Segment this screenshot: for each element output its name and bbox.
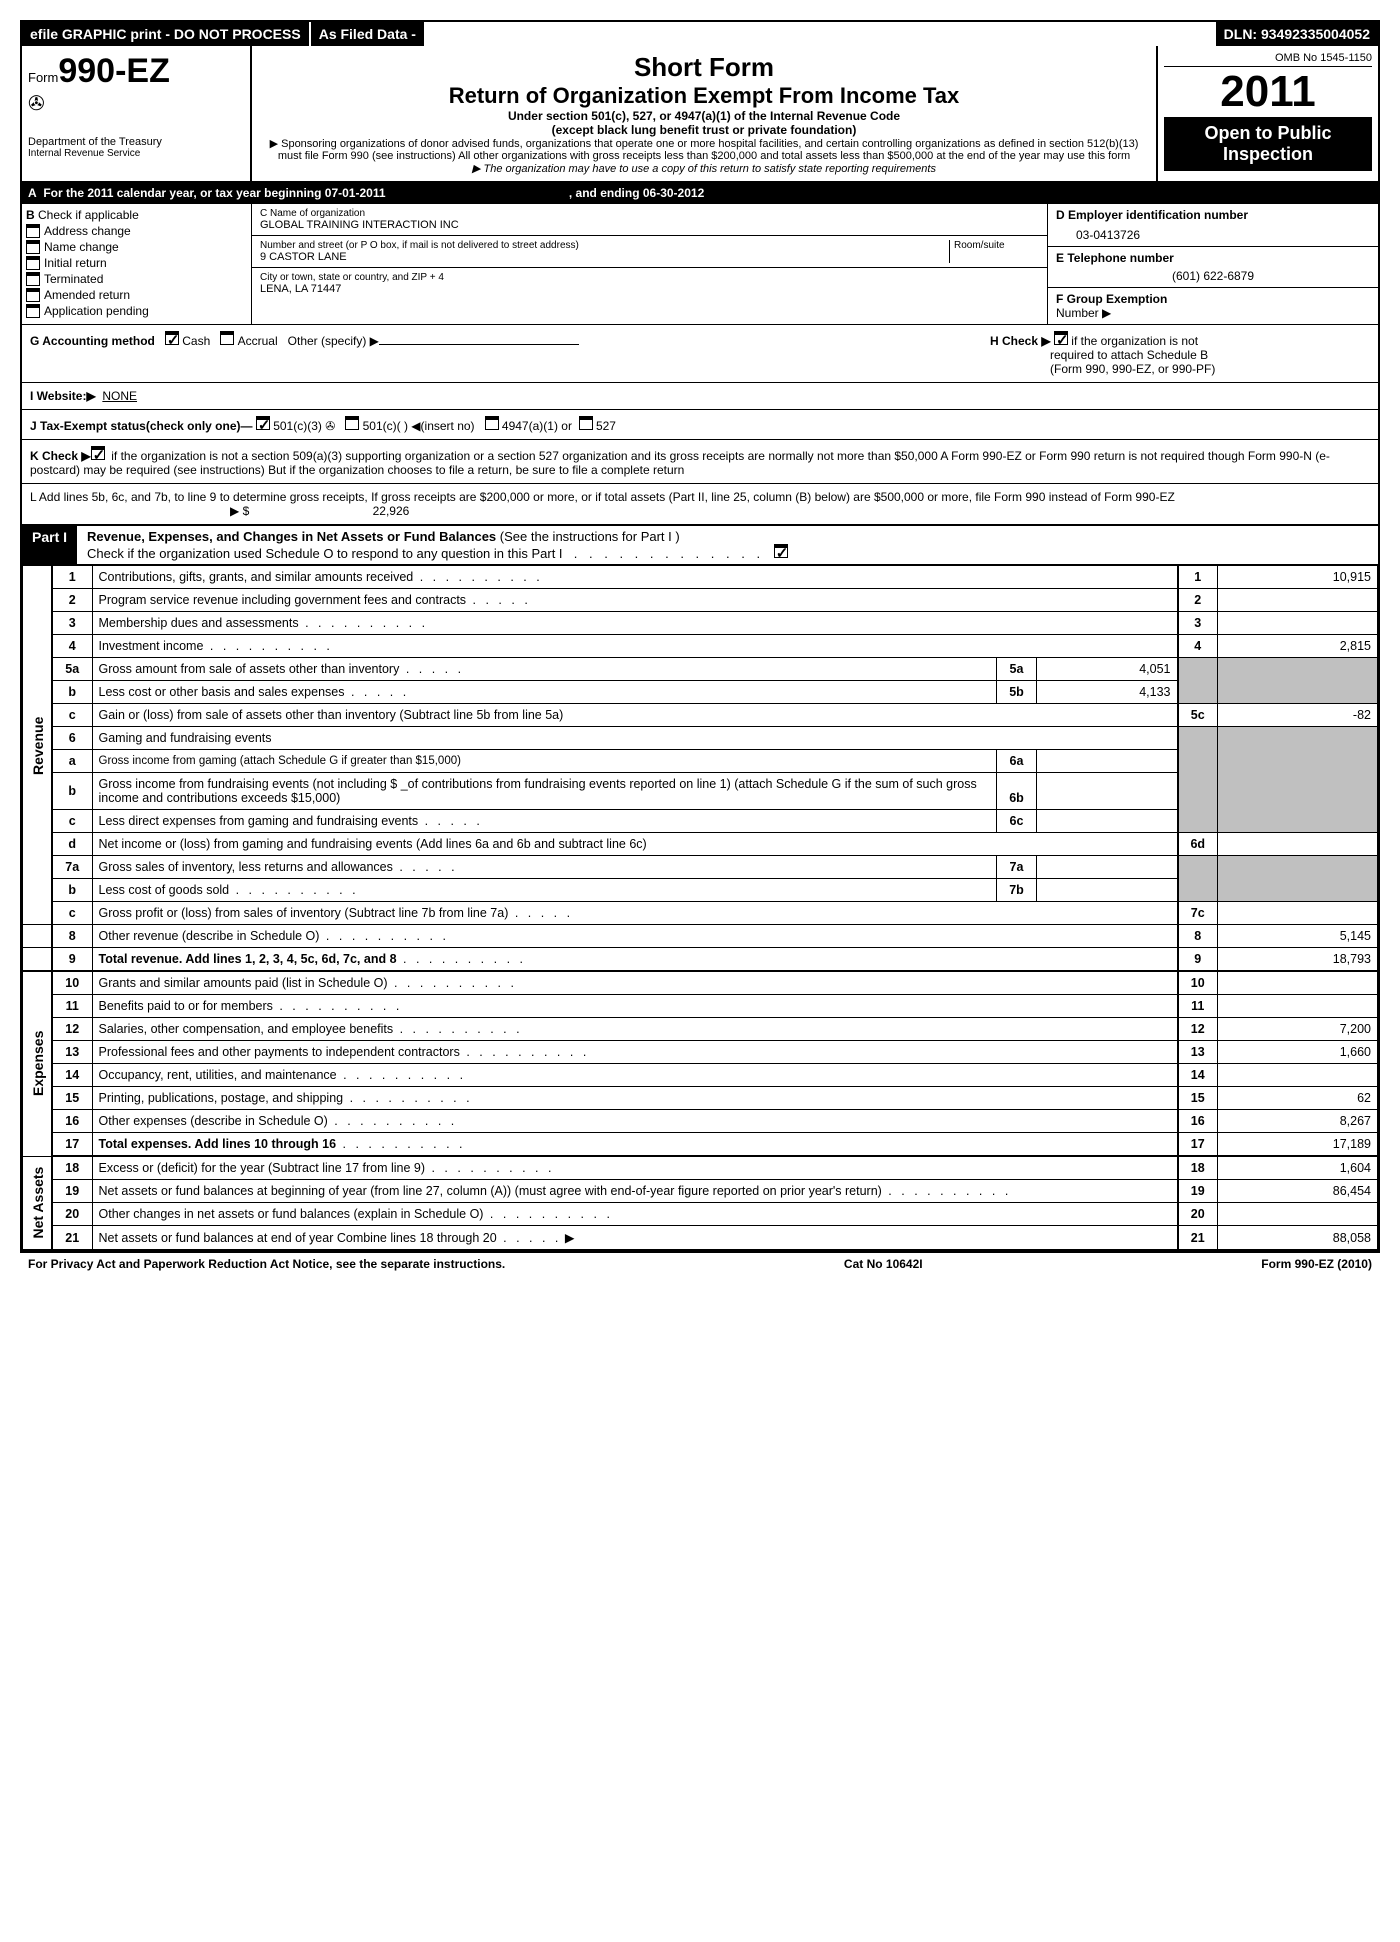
col-b-checkboxes: B Check if applicable Address change Nam… [22,204,252,324]
row-j-tax-status: J Tax-Exempt status(check only one)— 501… [22,410,1378,440]
form-footer: For Privacy Act and Paperwork Reduction … [20,1252,1380,1275]
chk-pending[interactable] [26,304,40,318]
as-filed: As Filed Data - [311,22,426,46]
chk-terminated[interactable] [26,272,40,286]
chk-4947[interactable] [485,416,499,430]
irs: Internal Revenue Service [28,148,244,159]
org-street: 9 CASTOR LANE [260,251,949,263]
ein: 03-0413726 [1056,228,1370,242]
form-number: 990-EZ [58,52,170,90]
chk-name-change[interactable] [26,240,40,254]
chk-501c3[interactable] [256,416,270,430]
short-form-title: Short Form [258,52,1150,83]
form-header: Form990-EZ ✇ Department of the Treasury … [22,46,1378,183]
section-bcdef: B Check if applicable Address change Nam… [22,204,1378,325]
chk-schedule-b[interactable] [1054,331,1068,345]
top-bar: efile GRAPHIC print - DO NOT PROCESS As … [22,22,1378,46]
efile-notice: efile GRAPHIC print - DO NOT PROCESS [22,22,311,46]
chk-527[interactable] [579,416,593,430]
row-i-website: I Website:▶ NONE [22,383,1378,410]
tax-year: 2011 [1164,67,1372,117]
col-def: D Employer identification number 03-0413… [1048,204,1378,324]
part-1-table: Revenue 1Contributions, gifts, grants, a… [22,565,1378,1250]
dln: DLN: 93492335004052 [1216,22,1378,46]
org-city: LENA, LA 71447 [260,283,1039,295]
chk-initial-return[interactable] [26,256,40,270]
form-990ez: efile GRAPHIC print - DO NOT PROCESS As … [20,20,1380,1252]
chk-cash[interactable] [165,331,179,345]
row-k: K Check ▶ if the organization is not a s… [22,440,1378,484]
chk-501c[interactable] [345,416,359,430]
chk-address-change[interactable] [26,224,40,238]
chk-accrual[interactable] [220,331,234,345]
phone: (601) 622-6879 [1056,269,1370,283]
org-name: GLOBAL TRAINING INTERACTION INC [260,219,1039,231]
chk-amended[interactable] [26,288,40,302]
return-title: Return of Organization Exempt From Incom… [258,83,1150,109]
row-l: L Add lines 5b, 6c, and 7b, to line 9 to… [22,484,1378,524]
chk-schedule-o[interactable] [774,544,788,558]
dept-treasury: Department of the Treasury [28,136,244,148]
row-a-tax-year: A For the 2011 calendar year, or tax yea… [22,183,1378,204]
gross-receipts: 22,926 [373,504,410,518]
part-1-header: Part I Revenue, Expenses, and Changes in… [22,524,1378,565]
chk-k[interactable] [91,446,105,460]
omb-no: OMB No 1545-1150 [1164,52,1372,67]
col-c-org-info: C Name of organization GLOBAL TRAINING I… [252,204,1048,324]
row-g-h: G Accounting method Cash Accrual Other (… [22,325,1378,383]
open-inspection: Open to Public Inspection [1164,117,1372,171]
